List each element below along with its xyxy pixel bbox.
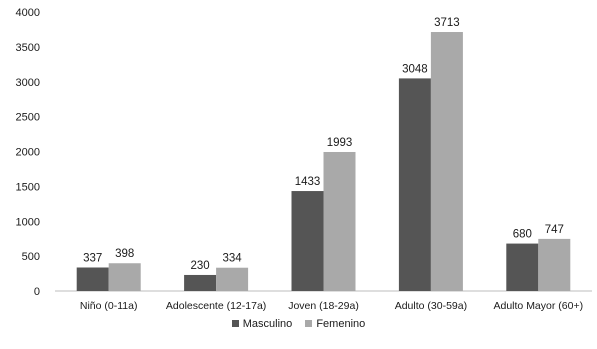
- bar-masculino-1: [184, 274, 217, 291]
- bar-femenino-2: [323, 151, 356, 291]
- y-tick-label: 1000: [16, 216, 40, 228]
- bar-femenino-1: [216, 267, 249, 291]
- bar-femenino-0: [108, 263, 141, 291]
- bar-masculino-0: [76, 267, 109, 291]
- data-label: 1993: [327, 137, 353, 149]
- y-tick-label: 0: [34, 286, 40, 298]
- data-label: 747: [545, 224, 564, 236]
- legend: Masculino Femenino: [0, 318, 597, 330]
- data-label: 334: [223, 253, 243, 265]
- data-label: 680: [513, 229, 532, 241]
- legend-label-masculino: Masculino: [242, 318, 293, 330]
- y-axis: 0 500 1000 1500 2000 2500 3000 3500 4000: [16, 7, 40, 298]
- data-label: 398: [115, 248, 134, 260]
- y-tick-label: 2000: [16, 147, 40, 159]
- y-tick-label: 4000: [16, 7, 40, 19]
- bar-femenino-4: [538, 238, 571, 291]
- data-label: 1433: [295, 176, 321, 188]
- bars: [76, 32, 571, 291]
- bar-masculino-2: [291, 191, 324, 291]
- x-axis-categories: Niño (0-11a) Adolescente (12-17a) Joven (1…: [80, 300, 583, 312]
- bar-femenino-3: [430, 32, 463, 291]
- data-labels: 337 398 230 334 1433 1993 3048 3713 680 747: [83, 17, 564, 272]
- y-tick-label: 500: [22, 251, 40, 263]
- legend-item-masculino: Masculino: [231, 318, 293, 330]
- legend-label-femenino: Femenino: [316, 318, 366, 330]
- x-category-label: Adolescente (12-17a): [166, 300, 266, 312]
- data-label: 3713: [434, 17, 460, 29]
- legend-swatch-masculino: [231, 320, 239, 327]
- x-category-label: Adulto (30-59a): [395, 300, 467, 312]
- data-label: 3048: [402, 63, 428, 75]
- data-label: 337: [83, 252, 102, 264]
- legend-item-femenino: Femenino: [305, 318, 365, 330]
- y-tick-label: 3500: [16, 42, 40, 54]
- data-label: 230: [191, 260, 210, 272]
- legend-swatch-femenino: [305, 320, 313, 327]
- x-category-label: Joven (18-29a): [288, 300, 359, 312]
- x-category-label: Adulto Mayor (60+): [494, 300, 584, 312]
- y-tick-label: 1500: [16, 181, 40, 193]
- bar-masculino-4: [506, 243, 539, 291]
- x-category-label: Niño (0-11a): [80, 300, 138, 312]
- bar-masculino-3: [398, 78, 431, 291]
- y-tick-label: 3000: [16, 77, 40, 89]
- y-tick-label: 2500: [16, 112, 40, 124]
